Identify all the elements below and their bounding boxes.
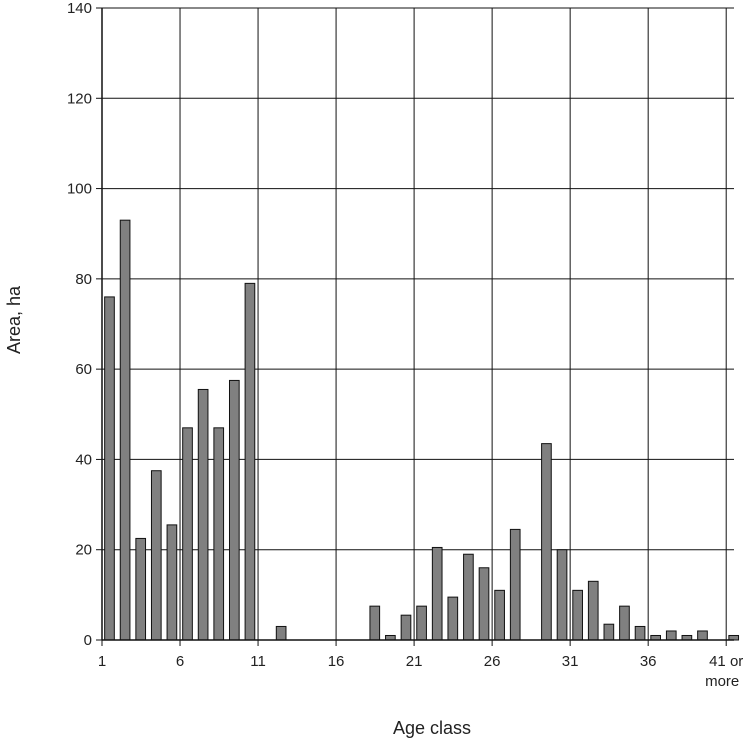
y-tick-label: 60 bbox=[75, 361, 92, 378]
y-tick-label: 120 bbox=[67, 90, 92, 107]
bar bbox=[369, 605, 381, 641]
gridlines bbox=[96, 7, 734, 646]
bar bbox=[463, 553, 474, 641]
bar bbox=[697, 630, 708, 641]
bar bbox=[150, 470, 162, 641]
bar bbox=[447, 596, 459, 641]
x-tick-label: 31 bbox=[562, 653, 579, 670]
bar bbox=[182, 427, 193, 641]
bar bbox=[572, 589, 583, 641]
bar bbox=[135, 537, 147, 641]
y-axis-title: Area, ha bbox=[4, 285, 24, 354]
x-tick-label: 26 bbox=[484, 653, 501, 670]
bar bbox=[416, 605, 427, 641]
axes bbox=[101, 8, 734, 641]
x-tick-label: more bbox=[705, 673, 739, 690]
bar bbox=[166, 524, 178, 641]
y-tick-labels: 0 20 40 60 80 100 120 140 bbox=[67, 0, 92, 649]
bar bbox=[228, 379, 240, 641]
bar bbox=[478, 567, 490, 641]
bar bbox=[619, 605, 630, 641]
bar bbox=[197, 388, 209, 641]
y-tick-label: 0 bbox=[84, 632, 92, 649]
y-tick-label: 100 bbox=[67, 181, 92, 198]
bar bbox=[104, 296, 115, 641]
x-tick-label: 1 bbox=[98, 653, 106, 670]
bar bbox=[213, 427, 225, 641]
y-tick-label: 20 bbox=[75, 542, 92, 559]
bar bbox=[431, 546, 443, 641]
bar bbox=[494, 589, 505, 641]
x-tick-label: 6 bbox=[176, 653, 184, 670]
y-tick-label: 40 bbox=[75, 451, 92, 468]
x-tick-label: 21 bbox=[406, 653, 423, 670]
bar bbox=[119, 219, 131, 641]
bar bbox=[509, 528, 521, 641]
y-tick-label: 80 bbox=[75, 271, 92, 288]
x-tick-label: 36 bbox=[640, 653, 657, 670]
x-tick-label: 41 or bbox=[709, 653, 743, 670]
x-tick-label: 11 bbox=[250, 653, 266, 670]
bars bbox=[104, 219, 740, 641]
y-tick-label: 140 bbox=[67, 0, 92, 17]
bar bbox=[603, 623, 615, 641]
bar bbox=[400, 614, 412, 641]
x-tick-label: 16 bbox=[328, 653, 345, 670]
bar bbox=[665, 630, 677, 641]
bar bbox=[587, 580, 599, 641]
bar bbox=[275, 625, 287, 641]
bar bbox=[556, 549, 568, 641]
bar bbox=[634, 625, 646, 641]
bar bbox=[541, 443, 552, 641]
x-axis-title: Age class bbox=[393, 718, 471, 738]
bar bbox=[244, 282, 256, 641]
